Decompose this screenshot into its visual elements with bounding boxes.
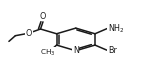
Text: CH$_3$: CH$_3$ (40, 48, 56, 58)
Text: Br: Br (108, 46, 117, 55)
Text: N: N (73, 46, 79, 55)
Text: O: O (26, 29, 32, 38)
Text: NH$_2$: NH$_2$ (108, 22, 125, 35)
Text: O: O (40, 12, 46, 21)
